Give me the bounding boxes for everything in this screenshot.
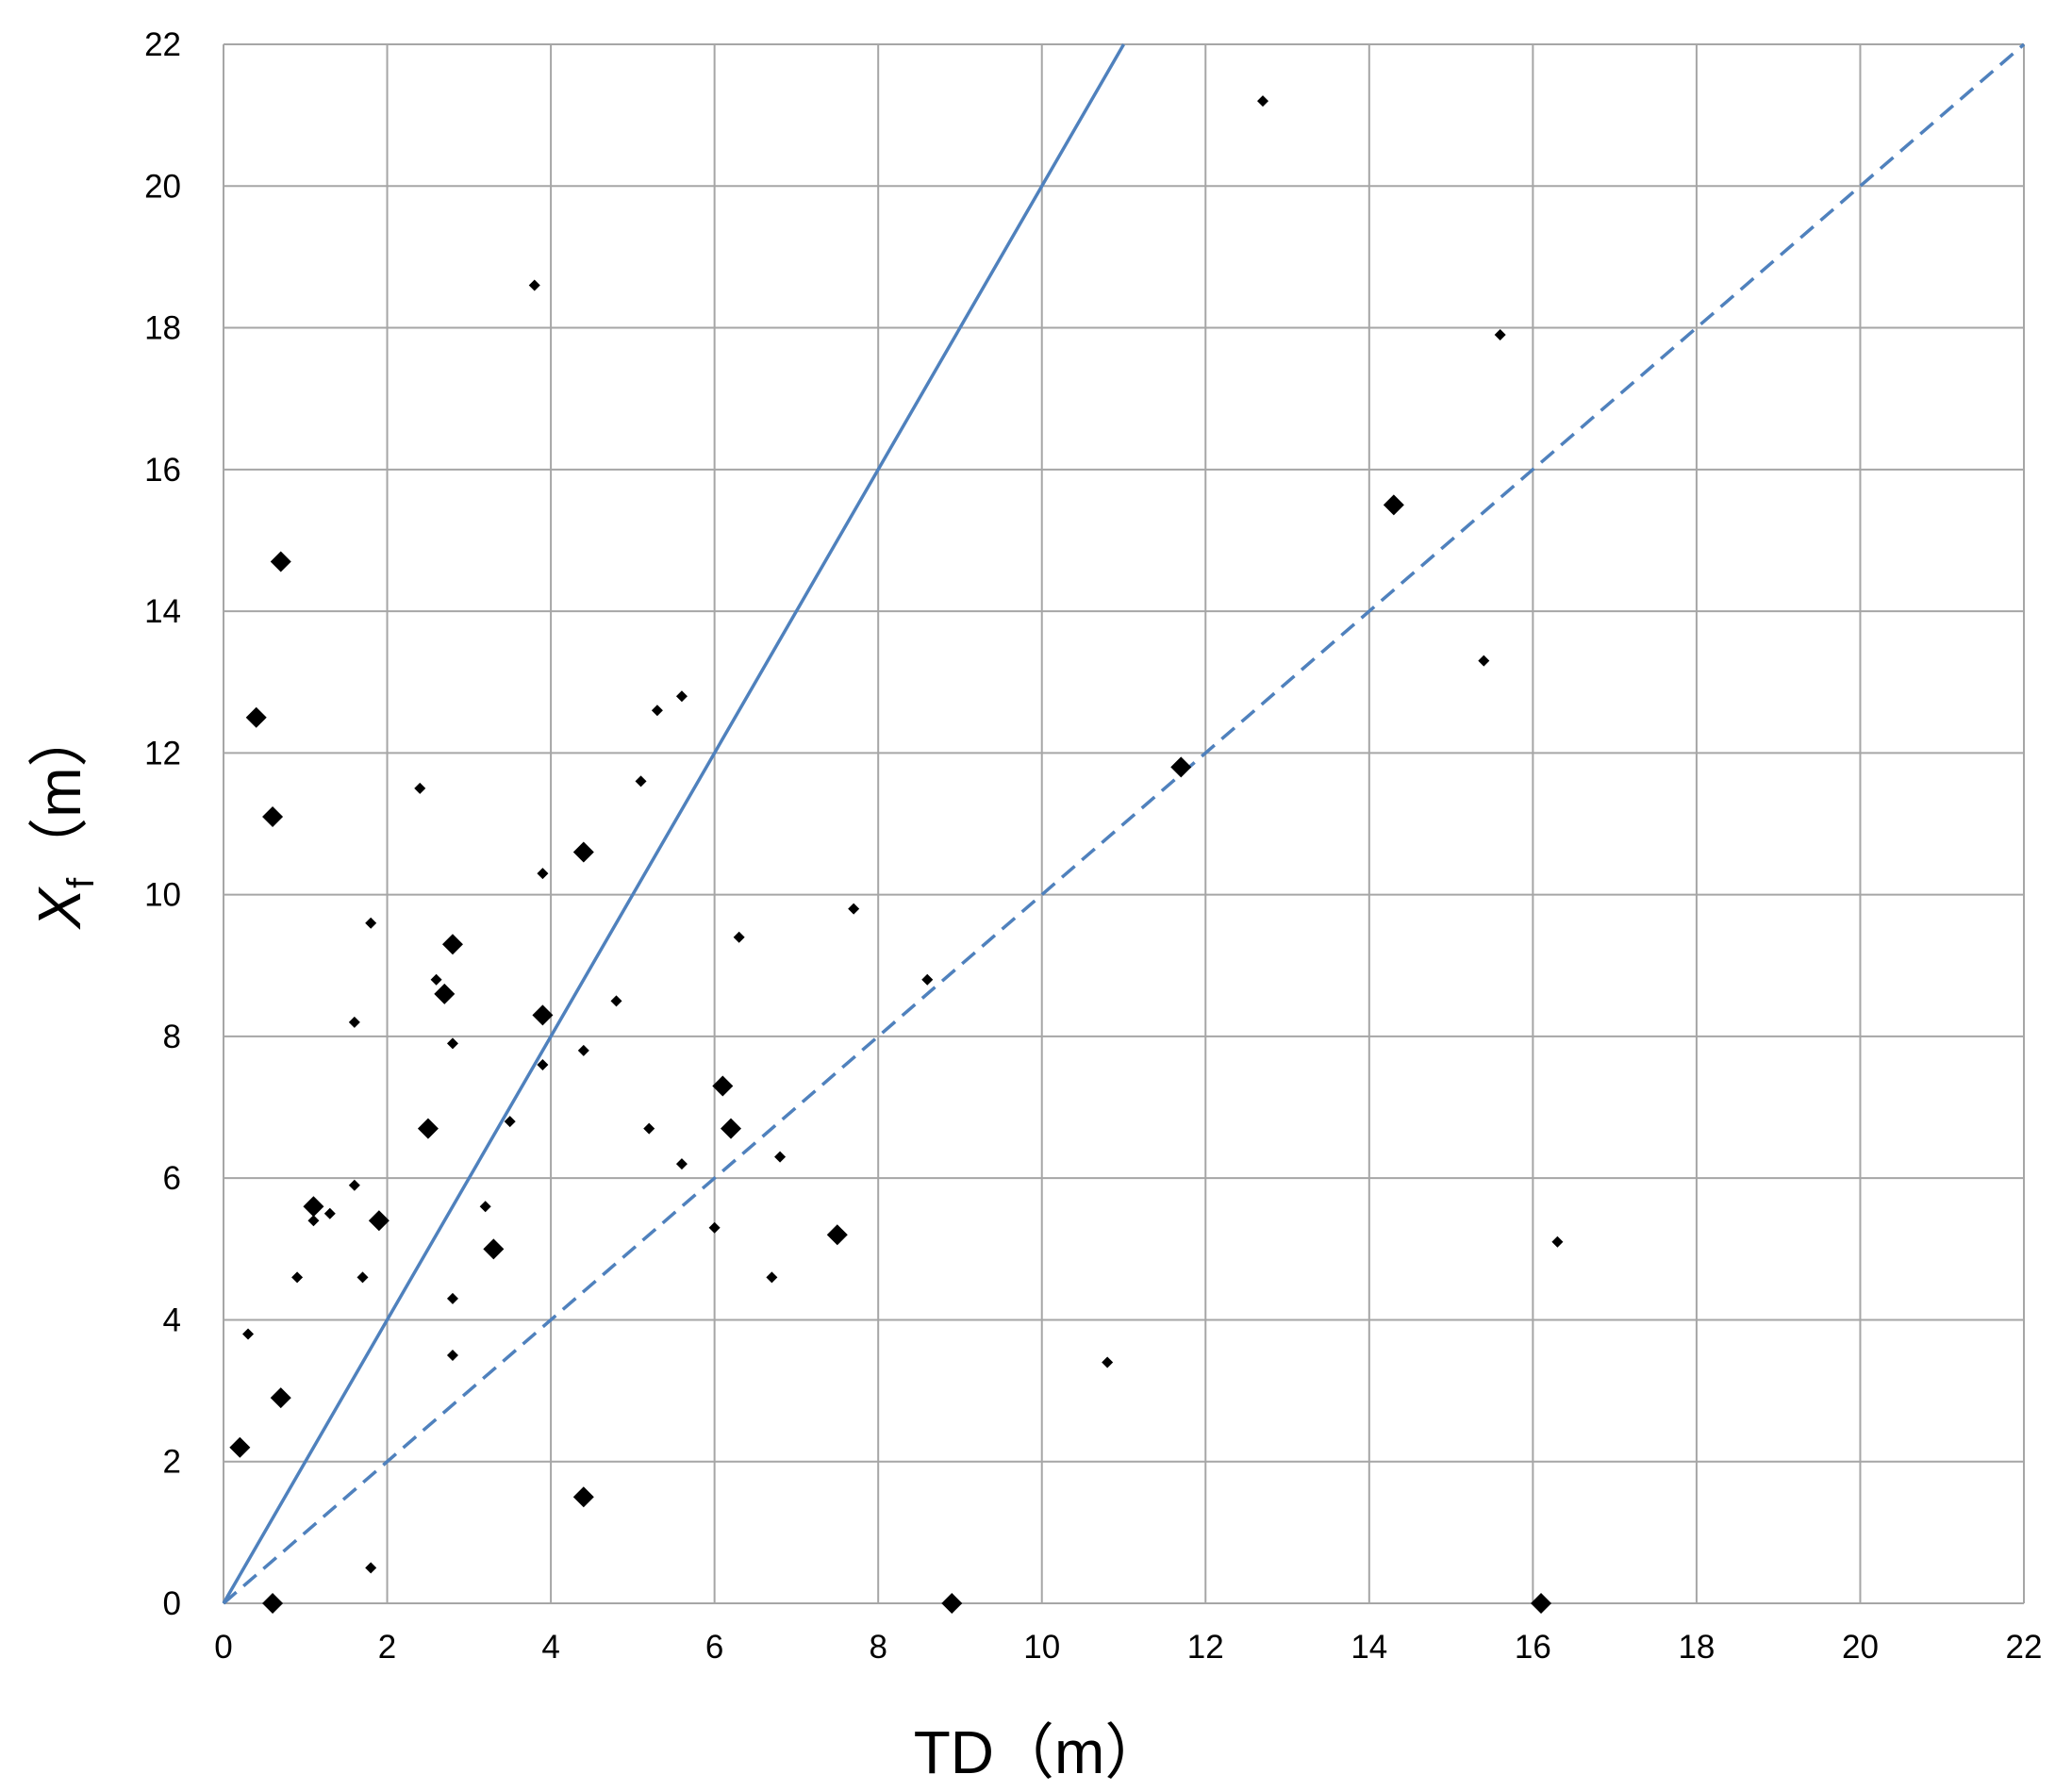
data-point-large xyxy=(303,1196,324,1218)
y-tick-label: 2 xyxy=(163,1444,181,1481)
x-tick-label: 14 xyxy=(1351,1629,1387,1666)
data-point-large xyxy=(368,1210,390,1232)
y-tick-label: 20 xyxy=(144,168,181,205)
data-point-small xyxy=(537,1058,549,1070)
y-tick-labels: 0 2 4 6 8 10 12 14 16 18 20 22 xyxy=(144,26,181,1622)
data-point-small xyxy=(365,1562,377,1574)
data-points xyxy=(229,95,1564,1614)
data-point-small xyxy=(356,1271,369,1284)
data-point-small xyxy=(610,995,622,1007)
x-tick-label: 6 xyxy=(705,1629,723,1666)
data-point-large xyxy=(270,551,291,572)
data-point-small xyxy=(1494,329,1506,341)
data-point-large xyxy=(483,1238,505,1260)
data-point-small xyxy=(504,1116,516,1128)
data-point-small xyxy=(323,1207,336,1219)
data-point-large xyxy=(229,1436,251,1458)
data-point-large xyxy=(712,1075,734,1097)
data-point-small xyxy=(537,868,549,880)
data-point-large xyxy=(1383,494,1404,516)
data-point-large xyxy=(572,841,594,863)
x-tick-label: 18 xyxy=(1678,1629,1715,1666)
data-point-small xyxy=(675,1158,688,1170)
data-point-small xyxy=(675,690,688,703)
data-point-small xyxy=(1478,655,1490,667)
data-point-small xyxy=(307,1215,320,1227)
data-point-large xyxy=(245,706,267,728)
x-tick-label: 4 xyxy=(541,1629,559,1666)
y-tick-label: 12 xyxy=(144,735,181,771)
data-point-small xyxy=(708,1221,721,1234)
data-point-large xyxy=(720,1118,741,1139)
data-point-large xyxy=(262,805,284,827)
data-point-large xyxy=(826,1224,848,1246)
data-point-small xyxy=(1102,1356,1114,1368)
data-point-large xyxy=(572,1486,594,1508)
data-point-small xyxy=(348,1179,360,1191)
reference-lines xyxy=(222,42,2026,1605)
gridlines xyxy=(223,43,2025,1604)
data-point-small xyxy=(848,903,860,915)
data-point-small xyxy=(446,1350,458,1362)
x-tick-label: 2 xyxy=(378,1629,396,1666)
y-axis-title: Xf（m） xyxy=(25,706,102,930)
reference-line-solid xyxy=(222,43,1126,1604)
data-point-small xyxy=(921,973,934,986)
y-tick-label: 8 xyxy=(163,1019,181,1055)
x-tick-label: 12 xyxy=(1187,1629,1224,1666)
data-point-small xyxy=(1257,95,1269,108)
x-tick-label: 20 xyxy=(1842,1629,1879,1666)
x-tick-label: 16 xyxy=(1515,1629,1551,1666)
data-point-small xyxy=(365,917,377,929)
data-point-small xyxy=(1551,1235,1564,1248)
y-axis-title-unit: （m） xyxy=(25,706,93,877)
data-point-small xyxy=(577,1044,589,1056)
data-point-small xyxy=(479,1201,491,1213)
data-point-small xyxy=(430,973,442,986)
data-point-large xyxy=(532,1004,554,1026)
x-tick-label: 10 xyxy=(1023,1629,1060,1666)
y-tick-label: 6 xyxy=(163,1160,181,1197)
reference-line-dashed xyxy=(222,42,2026,1605)
data-point-small xyxy=(528,279,540,291)
data-point-small xyxy=(733,931,745,943)
y-tick-label: 4 xyxy=(163,1302,181,1338)
data-point-large xyxy=(1531,1593,1552,1614)
data-point-large xyxy=(270,1387,291,1409)
data-point-large xyxy=(1170,756,1192,778)
data-point-large xyxy=(441,934,463,955)
y-tick-label: 16 xyxy=(144,452,181,489)
data-point-large xyxy=(434,983,456,1004)
data-point-small xyxy=(414,782,426,794)
data-point-small xyxy=(446,1037,458,1050)
data-point-small xyxy=(766,1271,778,1284)
data-point-small xyxy=(635,775,647,788)
data-point-large xyxy=(941,1593,963,1614)
x-tick-label: 0 xyxy=(214,1629,232,1666)
data-point-large xyxy=(417,1118,439,1139)
data-point-small xyxy=(651,705,663,717)
data-point-small xyxy=(774,1151,787,1163)
data-point-small xyxy=(446,1292,458,1304)
x-tick-label: 22 xyxy=(2006,1629,2043,1666)
y-tick-label: 10 xyxy=(144,877,181,914)
data-point-small xyxy=(242,1328,255,1340)
y-tick-label: 14 xyxy=(144,593,181,630)
x-axis-title: TD（m） xyxy=(914,1718,1166,1786)
y-axis-title-sub: f xyxy=(60,877,102,888)
svg-text:Xf（m）: Xf（m） xyxy=(25,706,102,930)
data-point-small xyxy=(348,1016,360,1028)
y-tick-label: 18 xyxy=(144,310,181,347)
x-tick-label: 8 xyxy=(869,1629,887,1666)
data-point-small xyxy=(643,1122,655,1135)
y-tick-label: 0 xyxy=(163,1585,181,1622)
data-point-large xyxy=(262,1593,284,1614)
y-tick-label: 22 xyxy=(144,26,181,63)
x-tick-labels: 0 2 4 6 8 10 12 14 16 18 20 22 xyxy=(214,1629,2042,1666)
data-point-small xyxy=(291,1271,304,1284)
y-axis-title-main: X xyxy=(25,887,93,931)
